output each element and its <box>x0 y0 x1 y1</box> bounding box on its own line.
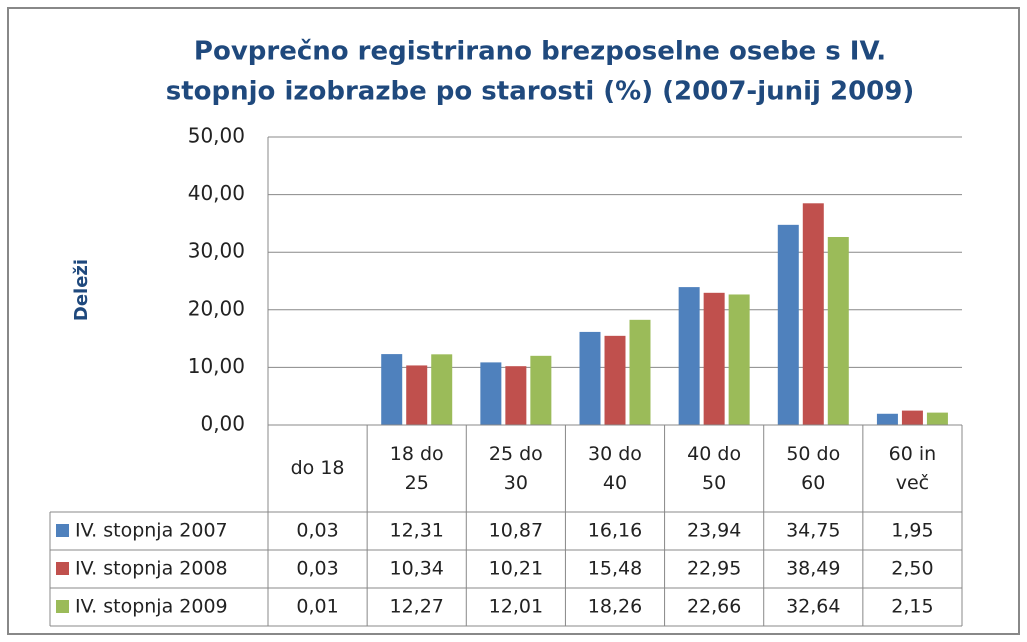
data-label: 34,75 <box>786 520 840 542</box>
data-label: 0,03 <box>296 558 338 580</box>
data-label: 0,01 <box>296 596 338 618</box>
bar <box>431 354 453 425</box>
bar <box>678 287 700 425</box>
category-cell: 60 in več <box>863 425 962 512</box>
data-label: 15,48 <box>588 558 642 580</box>
bar <box>901 410 923 425</box>
bar <box>876 413 898 425</box>
category-cell: 25 do 30 <box>466 425 565 512</box>
data-label: 10,21 <box>489 558 543 580</box>
y-tick-label: 0,00 <box>200 412 245 436</box>
category-cell: 50 do 60 <box>764 425 863 512</box>
bar <box>802 203 824 425</box>
y-tick-label: 20,00 <box>188 296 245 320</box>
bar <box>629 319 651 425</box>
data-label: 22,95 <box>687 558 741 580</box>
category-wrap: 40 do 50 <box>665 425 764 512</box>
bar <box>728 294 750 425</box>
x-tick-label: 18 do 25 <box>389 442 444 494</box>
legend-marker <box>56 524 69 537</box>
bar <box>777 224 799 425</box>
bar <box>406 365 428 425</box>
data-label: 18,26 <box>588 596 642 618</box>
bar <box>505 366 527 425</box>
y-axis-label: Deleži <box>71 259 92 321</box>
legend-label: IV. stopnja 2007 <box>75 520 228 542</box>
bar <box>579 331 601 425</box>
category-cell: 40 do 50 <box>665 425 764 512</box>
x-tick-label: 25 do 30 <box>488 442 543 494</box>
x-tick-label: 30 do 40 <box>588 442 642 494</box>
data-label: 2,15 <box>891 596 933 618</box>
category-cell: 18 do 25 <box>367 425 466 512</box>
data-label: 1,95 <box>891 520 933 542</box>
chart-border <box>7 7 1020 635</box>
bar <box>604 335 626 425</box>
data-label: 2,50 <box>891 558 933 580</box>
y-tick-label: 10,00 <box>188 354 245 378</box>
legend-marker <box>56 600 69 613</box>
category-cell: do 18 <box>268 425 367 512</box>
x-tick-label: 60 in več <box>888 442 937 494</box>
y-tick-label: 40,00 <box>188 181 245 205</box>
category-wrap: 60 in več <box>863 425 962 512</box>
bar <box>703 292 725 425</box>
data-label: 16,16 <box>588 520 642 542</box>
category-wrap: 30 do 40 <box>565 425 664 512</box>
data-label: 0,03 <box>296 520 338 542</box>
category-wrap: 18 do 25 <box>367 425 466 512</box>
data-label: 38,49 <box>786 558 840 580</box>
data-label: 32,64 <box>786 596 840 618</box>
data-label: 22,66 <box>687 596 741 618</box>
legend-label: IV. stopnja 2009 <box>75 596 228 618</box>
bar <box>827 236 849 425</box>
data-label: 10,87 <box>489 520 543 542</box>
bar <box>926 412 948 425</box>
legend-marker <box>56 562 69 575</box>
y-tick-label: 30,00 <box>188 239 245 263</box>
legend-label: IV. stopnja 2008 <box>75 558 228 580</box>
data-label: 12,31 <box>390 520 444 542</box>
data-label: 10,34 <box>390 558 444 580</box>
bar <box>480 362 502 425</box>
category-wrap: 50 do 60 <box>764 425 863 512</box>
bar <box>530 355 552 425</box>
data-label: 12,27 <box>390 596 444 618</box>
x-tick-label: 50 do 60 <box>786 442 841 494</box>
bar <box>381 354 403 425</box>
data-label: 23,94 <box>687 520 741 542</box>
x-tick-label: 40 do 50 <box>687 442 742 494</box>
y-tick-label: 50,00 <box>188 124 245 148</box>
chart-title: stopnjo izobrazbe po starosti (%) (2007-… <box>166 77 915 107</box>
x-tick-label: do 18 <box>290 457 345 479</box>
category-wrap: do 18 <box>268 425 367 512</box>
category-cell: 30 do 40 <box>565 425 664 512</box>
chart-title: Povprečno registrirano brezposelne osebe… <box>194 37 886 67</box>
category-wrap: 25 do 30 <box>466 425 565 512</box>
data-label: 12,01 <box>489 596 543 618</box>
